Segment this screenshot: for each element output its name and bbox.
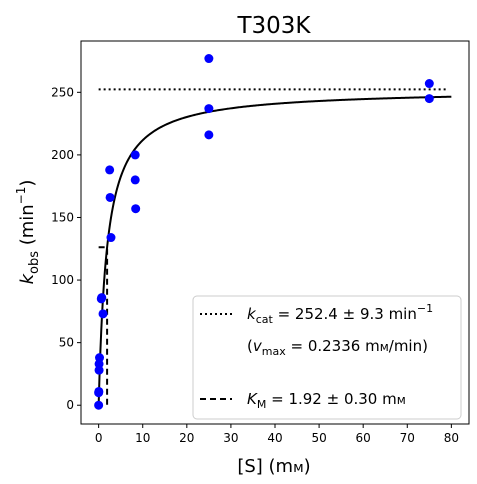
x-tick-label: 60 xyxy=(356,431,371,445)
data-point xyxy=(204,130,214,140)
x-tick-label: 50 xyxy=(311,431,326,445)
x-tick-label: 0 xyxy=(95,431,103,445)
y-tick-label: 100 xyxy=(51,273,74,287)
data-point xyxy=(424,94,434,104)
y-tick-label: 250 xyxy=(51,85,74,99)
data-point xyxy=(94,386,104,396)
x-tick-label: 40 xyxy=(267,431,282,445)
km-line xyxy=(98,246,109,406)
data-point xyxy=(105,165,115,175)
axes-frame xyxy=(80,40,470,425)
legend: kcat = 252.4 ± 9.3 min−1 (vmax = 0.2336 … xyxy=(192,295,462,420)
data-point xyxy=(98,309,108,319)
legend-km-label: KM = 1.92 ± 0.30 mм xyxy=(247,390,406,411)
legend-vmax-label: (vmax = 0.2336 mм/min) xyxy=(247,337,428,358)
y-tick-label: 200 xyxy=(51,148,74,162)
michaelis-menten-fit xyxy=(97,95,452,406)
x-tick-label: 30 xyxy=(223,431,238,445)
y-axis-ticks: 0 50 100 150 200 250 xyxy=(51,85,81,412)
x-tick-label: 80 xyxy=(444,431,459,445)
data-point xyxy=(106,233,116,243)
x-tick-label: 20 xyxy=(179,431,194,445)
data-point xyxy=(130,175,140,185)
x-tick-label: 10 xyxy=(135,431,150,445)
data-point xyxy=(105,192,115,202)
plot-area xyxy=(94,54,452,410)
data-point xyxy=(131,204,141,214)
data-point xyxy=(95,353,105,363)
data-point xyxy=(204,54,214,64)
y-axis-label: kobs (min−1) xyxy=(14,180,42,285)
data-point xyxy=(204,104,214,114)
y-tick-label: 0 xyxy=(66,398,74,412)
legend-box xyxy=(192,295,462,420)
chart-title: T303K xyxy=(236,13,311,39)
x-axis-label: [S] (mм) xyxy=(237,456,310,477)
x-tick-label: 70 xyxy=(400,431,415,445)
y-tick-label: 150 xyxy=(51,210,74,224)
data-point xyxy=(130,150,140,160)
x-axis-ticks: 0 10 20 30 40 50 60 70 80 xyxy=(95,424,459,445)
data-point xyxy=(424,79,434,89)
data-point xyxy=(97,293,107,303)
data-point xyxy=(94,365,104,375)
y-tick-label: 50 xyxy=(59,336,74,350)
legend-kcat-label: kcat = 252.4 ± 9.3 min−1 xyxy=(247,302,433,326)
data-point xyxy=(94,400,104,410)
